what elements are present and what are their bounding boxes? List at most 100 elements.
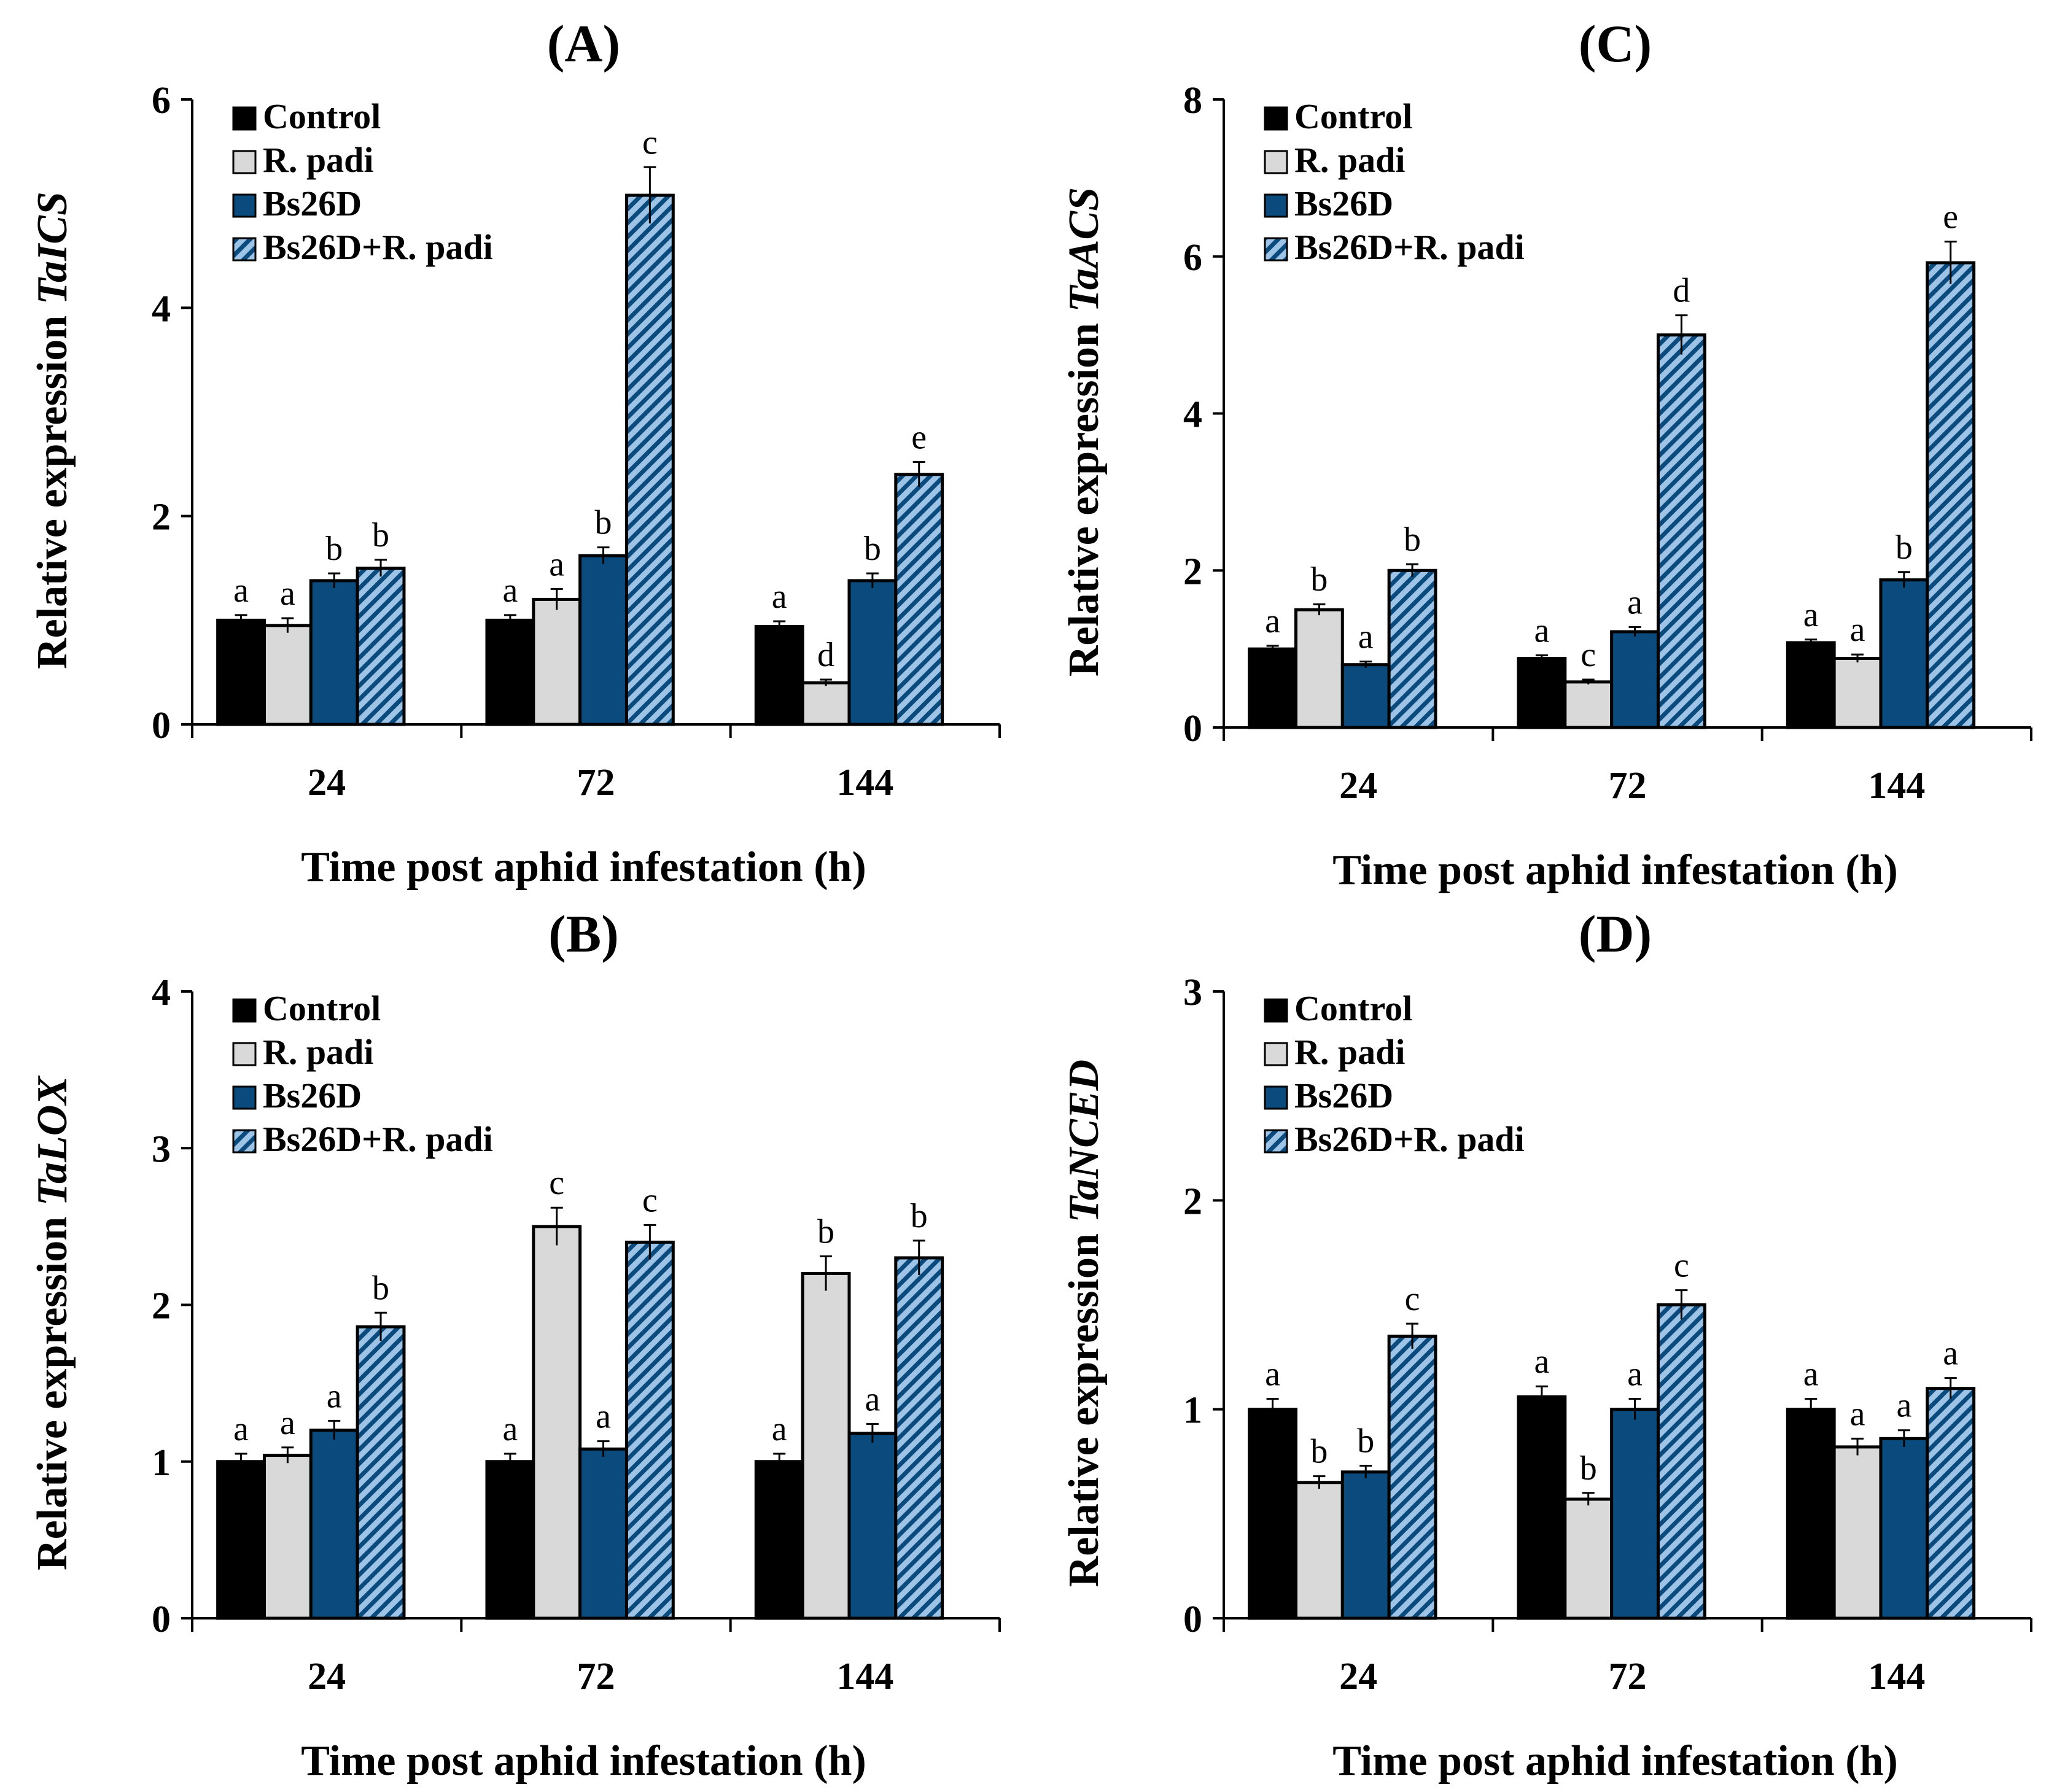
significance-letter: c <box>642 1181 658 1219</box>
y-axis-label-gene: TaNCED <box>1060 1060 1108 1223</box>
legend-swatch <box>232 150 257 174</box>
legend-label: R. padi <box>1294 1032 1406 1072</box>
significance-letter: b <box>1896 529 1913 567</box>
significance-letter: b <box>372 1269 389 1307</box>
x-tick-label: 72 <box>1609 765 1647 807</box>
y-axis-label-prefix: Relative expression <box>1060 312 1108 677</box>
y-tick-label: 1 <box>152 1442 171 1484</box>
legend-swatch <box>1264 1042 1288 1066</box>
bar <box>578 1447 628 1620</box>
legend-swatch <box>1264 193 1288 218</box>
y-axis-label: Relative expression TaLOX <box>29 1075 76 1570</box>
y-tick-label: 2 <box>152 497 171 538</box>
significance-letter: a <box>1896 1387 1911 1425</box>
x-tick-label: 144 <box>1868 1656 1925 1697</box>
significance-letter: b <box>817 1212 834 1251</box>
bar <box>847 1432 898 1620</box>
bar <box>624 193 675 726</box>
x-tick-label: 24 <box>1339 765 1377 807</box>
significance-letter: a <box>1534 611 1549 650</box>
y-tick-label: 8 <box>1183 80 1202 122</box>
significance-letter: a <box>1627 583 1643 621</box>
significance-letter: c <box>1674 1247 1689 1285</box>
x-axis-label: Time post aphid infestation (h) <box>301 844 866 891</box>
bar <box>1387 1335 1437 1620</box>
bar <box>847 579 898 726</box>
y-tick-label: 6 <box>1183 237 1202 279</box>
y-tick-label: 6 <box>152 80 171 122</box>
legend-label: Control <box>263 988 381 1028</box>
bar <box>754 625 804 726</box>
significance-letter: b <box>911 1197 928 1235</box>
bar <box>1387 568 1437 729</box>
significance-letter: a <box>1534 1343 1549 1381</box>
bar <box>1340 1470 1391 1620</box>
significance-letter: e <box>911 418 927 456</box>
bar <box>1517 1395 1567 1620</box>
legend-label: Bs26D <box>263 184 362 223</box>
y-axis-label-gene: TaLOX <box>29 1075 76 1206</box>
legend-swatch <box>232 998 257 1023</box>
legend-label: Control <box>263 96 381 136</box>
bar <box>1879 1437 1929 1620</box>
y-tick-label: 4 <box>1183 394 1202 436</box>
legend-swatch <box>1264 998 1288 1023</box>
significance-letter: a <box>1943 1335 1958 1373</box>
chart-title: (A) <box>547 14 620 73</box>
legend-label: Bs26D+R. padi <box>263 1119 493 1159</box>
significance-letter: a <box>1803 596 1819 634</box>
significance-letter: d <box>1673 272 1690 310</box>
legend-swatch <box>232 1085 257 1110</box>
bar <box>356 1325 406 1620</box>
legend-label: Bs26D+R. padi <box>1294 1119 1525 1159</box>
bar <box>356 567 406 726</box>
significance-letter: a <box>502 1410 518 1448</box>
y-axis-label: Relative expression TaICS <box>29 192 76 669</box>
significance-letter: a <box>1850 1395 1865 1433</box>
x-tick-label: 24 <box>308 762 346 804</box>
x-tick-label: 24 <box>1339 1656 1377 1697</box>
legend-swatch <box>1264 150 1288 174</box>
y-tick-label: 3 <box>1183 972 1202 1014</box>
bar <box>578 554 628 726</box>
y-axis-label-gene: TaICS <box>29 192 76 304</box>
x-tick-label: 72 <box>577 1656 615 1697</box>
significance-letter: b <box>595 504 612 542</box>
y-tick-label: 0 <box>1183 1599 1202 1640</box>
bar <box>1832 656 1883 729</box>
bar <box>309 579 359 726</box>
significance-letter: d <box>817 636 834 674</box>
significance-letter: b <box>1357 1422 1374 1460</box>
bar <box>1340 663 1391 729</box>
bar <box>309 1429 359 1620</box>
significance-letter: e <box>1943 198 1958 236</box>
bar <box>532 1225 582 1620</box>
bar <box>485 618 535 726</box>
significance-letter: a <box>1850 611 1865 649</box>
significance-letter: a <box>280 575 295 613</box>
y-axis-label-prefix: Relative expression <box>29 1206 76 1570</box>
significance-letter: a <box>865 1380 880 1418</box>
bar <box>801 681 851 726</box>
bar <box>262 624 313 726</box>
significance-letter: b <box>1404 521 1421 559</box>
significance-letter: a <box>1265 1356 1280 1394</box>
y-tick-label: 4 <box>152 288 171 330</box>
x-tick-label: 144 <box>836 1656 893 1697</box>
legend-swatch <box>232 237 257 262</box>
bar <box>216 1460 266 1620</box>
legend-label: Control <box>1294 96 1412 136</box>
bar <box>262 1454 313 1620</box>
bar <box>1294 608 1344 729</box>
y-tick-label: 0 <box>152 705 171 747</box>
legend-label: R. padi <box>1294 140 1406 180</box>
significance-letter: a <box>327 1377 342 1415</box>
significance-letter: a <box>233 572 249 610</box>
significance-letter: a <box>1627 1356 1643 1394</box>
bar <box>485 1460 535 1620</box>
y-axis-label: Relative expression TaACS <box>1060 187 1108 677</box>
significance-letter: a <box>233 1410 249 1448</box>
legend-swatch <box>232 1042 257 1066</box>
